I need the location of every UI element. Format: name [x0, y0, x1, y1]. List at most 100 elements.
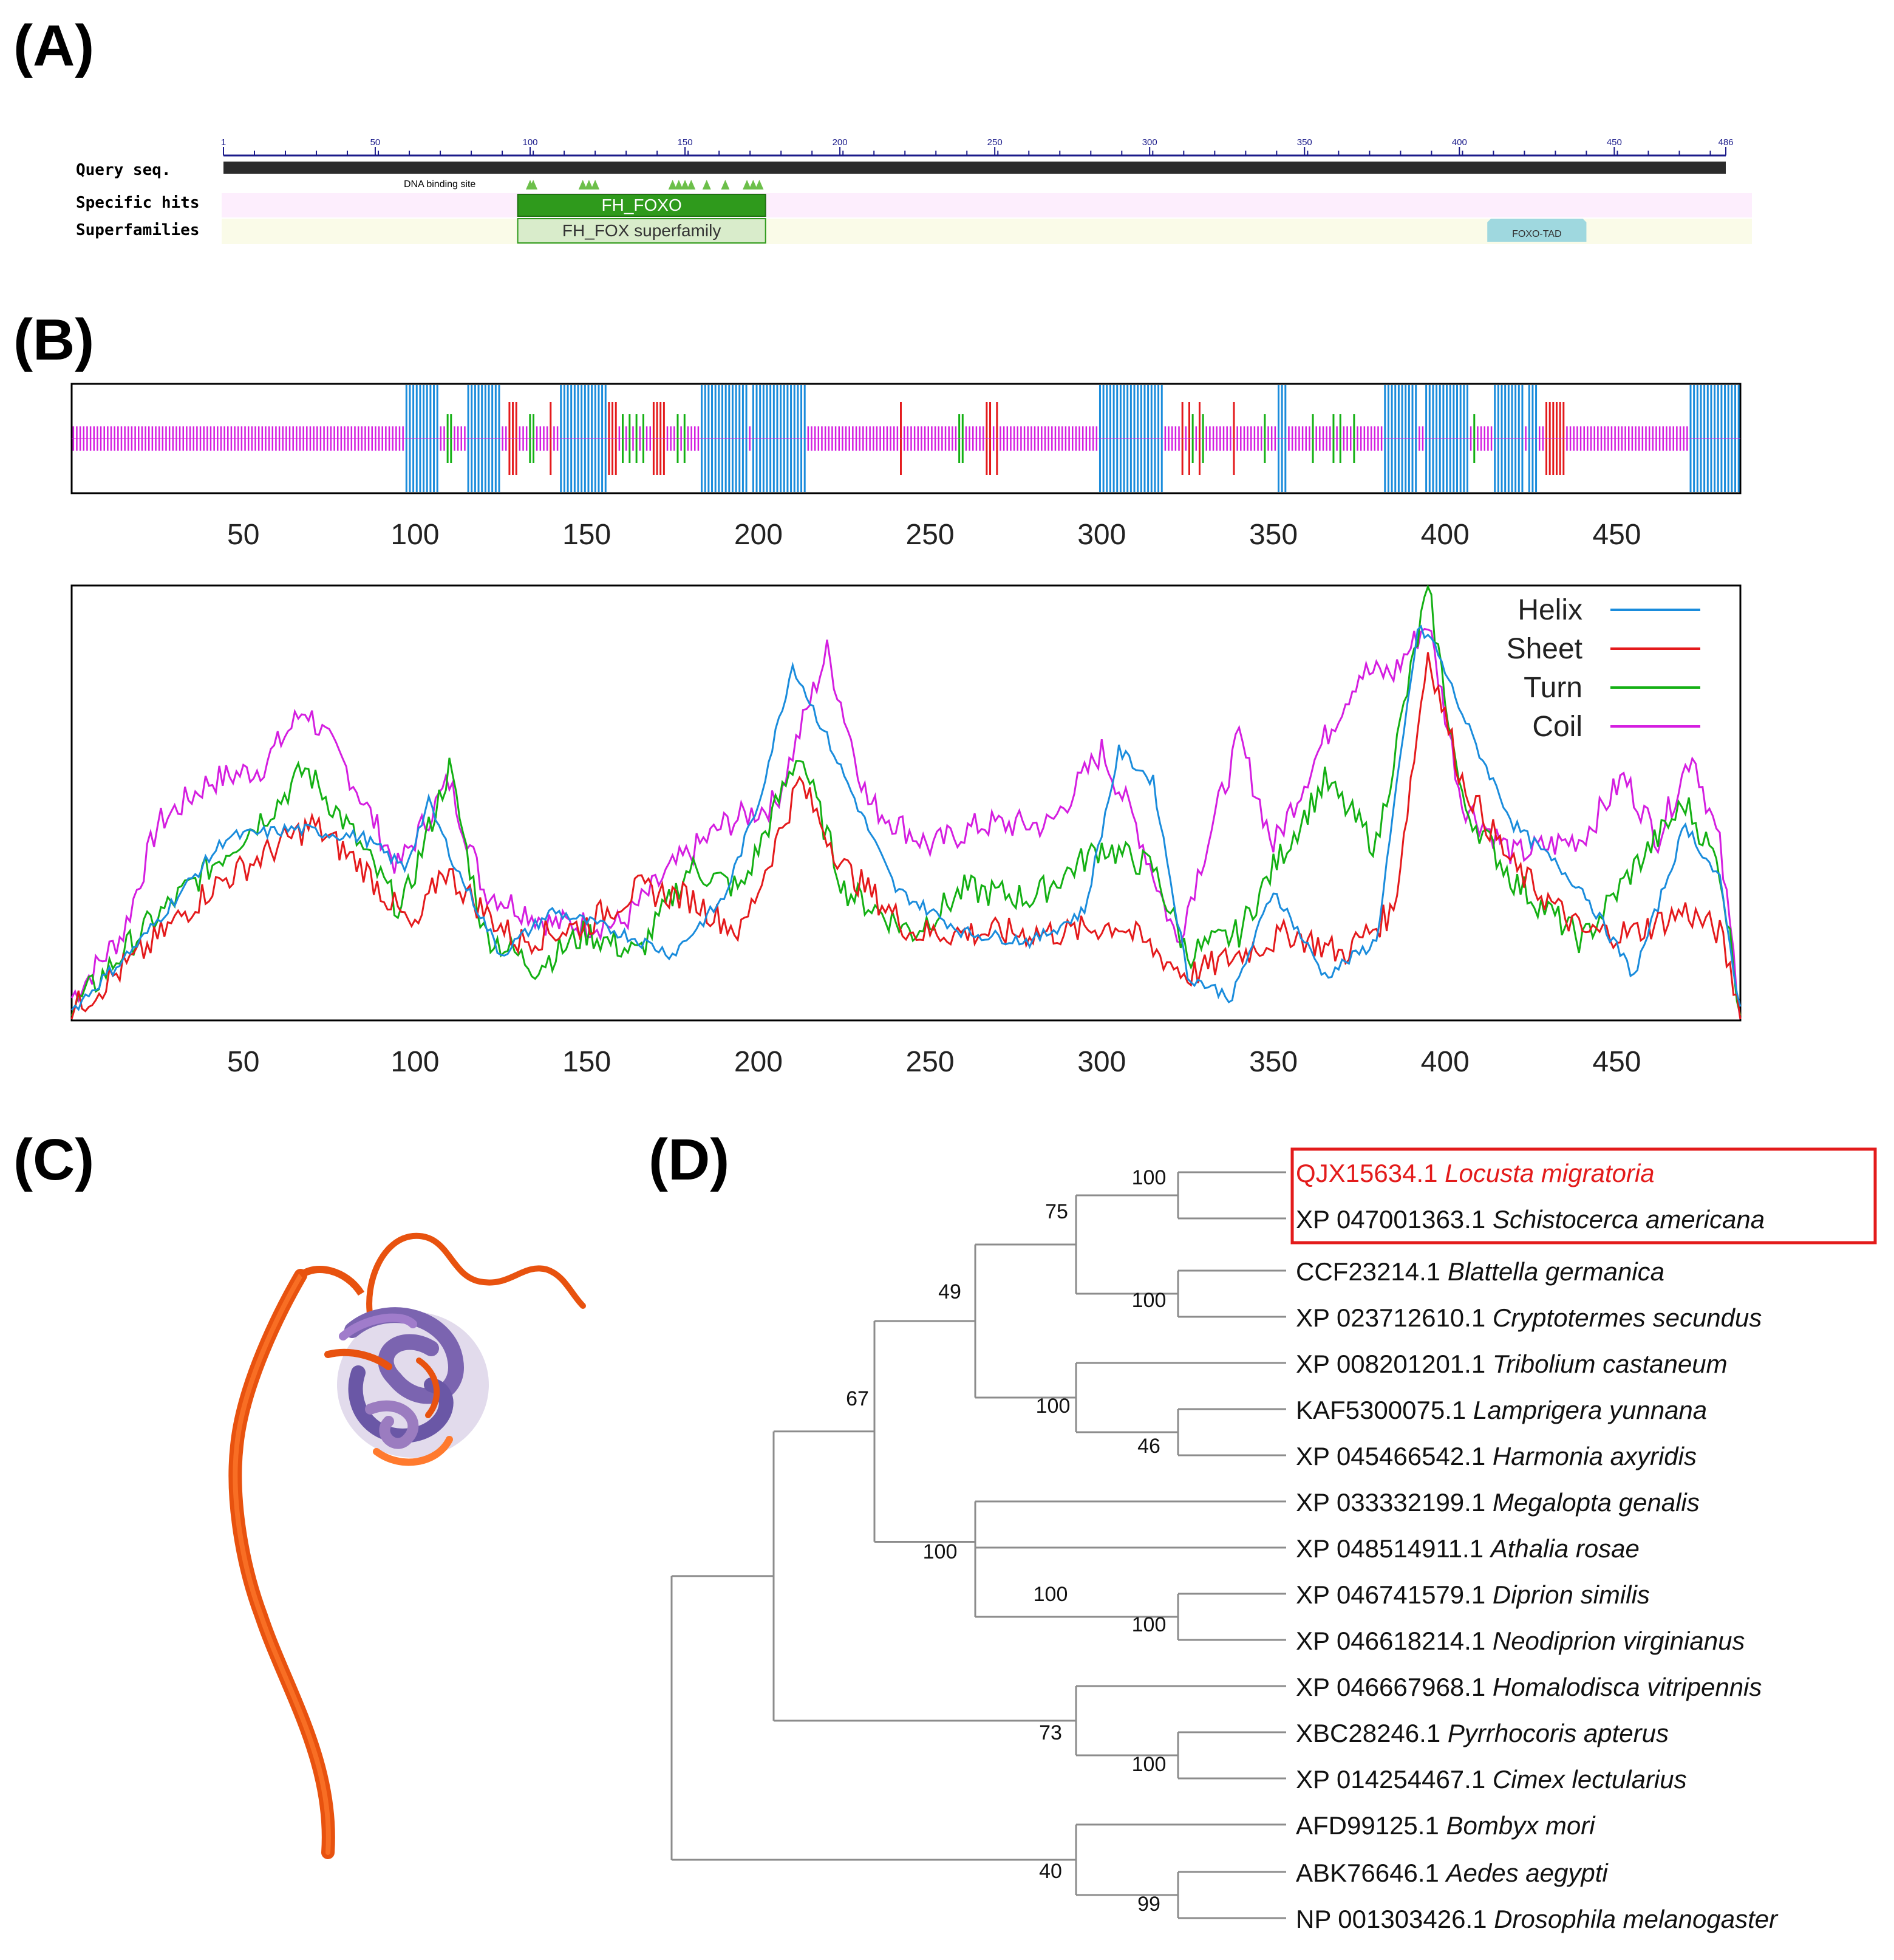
bottom-tick-label: 150	[562, 1046, 611, 1078]
disordered-tail	[228, 1269, 335, 1859]
structure-bars	[72, 385, 1740, 492]
turn-propensity-line	[70, 584, 1742, 1017]
bottom-axis-labels: 50 100 150 200 250 300 350 400 450	[227, 1046, 1641, 1078]
top-axis-labels: 50 100 150 200 250 300 350 400 450	[227, 519, 1641, 551]
taxon-species: Pyrrhocoris apterus	[1448, 1719, 1669, 1747]
taxon-species: Diprion similis	[1493, 1580, 1650, 1609]
ruler-tick-label: 300	[1142, 137, 1157, 148]
binding-site-mark	[681, 180, 690, 190]
taxon-accession: CCF23214.1	[1296, 1257, 1448, 1286]
bootstrap-value: 100	[1036, 1395, 1071, 1418]
taxon-species: Megalopta genalis	[1493, 1488, 1700, 1517]
bottom-tick-label: 350	[1249, 1046, 1298, 1078]
top-tick-label: 300	[1077, 519, 1126, 551]
fh-foxo-domain	[517, 194, 766, 217]
ruler-ticks	[223, 147, 1726, 155]
taxon-accession: XP 048514911.1	[1296, 1534, 1491, 1563]
taxon-label: XP 023712610.1 Cryptotermes secundus	[1296, 1303, 1762, 1332]
foxo-tad-domain	[1487, 219, 1587, 242]
taxon-species: Aedes aegypti	[1445, 1859, 1609, 1887]
ruler-tick-label: 150	[678, 137, 693, 148]
bootstrap-value: 73	[1039, 1721, 1062, 1744]
taxon-label: NP 001303426.1 Drosophila melanogaster	[1296, 1905, 1779, 1933]
panel-label-b: (B)	[13, 307, 95, 372]
propensity-plot-frame	[70, 584, 1742, 1022]
binding-site-mark	[755, 180, 764, 190]
protein-3d-structure	[228, 1232, 586, 1859]
taxon-species: Locusta migratoria	[1445, 1159, 1655, 1187]
ruler-tick-label: 350	[1297, 137, 1312, 148]
bootstrap-value: 100	[1132, 1289, 1167, 1312]
taxon-accession: XP 046667968.1	[1296, 1673, 1493, 1701]
secondary-structure-figure: 50 100 150 200 250 300 350 400 450 50 100 150 200 25…	[70, 383, 1742, 1078]
bootstrap-value: 100	[923, 1540, 958, 1563]
taxon-species: Homalodisca vitripennis	[1493, 1673, 1762, 1701]
top-tick-label: 150	[562, 519, 611, 551]
n-terminal-loop	[366, 1232, 586, 1321]
taxon-label: XP 046741579.1 Diprion similis	[1296, 1580, 1650, 1609]
bottom-tick-label: 400	[1421, 1046, 1470, 1078]
track-label-query: Query seq.	[76, 161, 171, 179]
taxon-label: XP 014254467.1 Cimex lectularius	[1296, 1765, 1687, 1794]
taxon-accession: XP 023712610.1	[1296, 1303, 1493, 1332]
coil-propensity-line	[70, 627, 1742, 1020]
taxon-species: Cryptotermes secundus	[1493, 1303, 1762, 1332]
bootstrap-value: 40	[1039, 1860, 1062, 1883]
bootstrap-value: 99	[1137, 1893, 1160, 1916]
highlight-box	[1290, 1147, 1877, 1245]
ruler-tick-label: 100	[522, 137, 537, 148]
legend-turn-label: Turn	[1524, 672, 1582, 704]
bottom-tick-label: 450	[1592, 1046, 1641, 1078]
legend-sheet-label: Sheet	[1507, 633, 1582, 665]
taxon-label: XP 033332199.1 Megalopta genalis	[1296, 1488, 1700, 1517]
taxon-label: XBC28246.1 Pyrrhocoris apterus	[1296, 1719, 1669, 1747]
taxon-species: Cimex lectularius	[1493, 1765, 1687, 1794]
taxon-label: XP 045466542.1 Harmonia axyridis	[1296, 1442, 1697, 1470]
taxon-accession: ABK76646.1	[1296, 1859, 1446, 1887]
binding-site-mark	[529, 180, 538, 190]
taxon-species: Drosophila melanogaster	[1494, 1905, 1779, 1933]
fh-foxo-label: FH_FOXO	[602, 196, 682, 214]
track-label-superfamily: Superfamilies	[76, 221, 200, 239]
top-tick-label: 250	[906, 519, 955, 551]
bootstrap-value: 67	[846, 1387, 869, 1410]
taxon-species: Blattella germanica	[1448, 1257, 1664, 1286]
binding-site-mark	[674, 180, 683, 190]
legend-helix-label: Helix	[1518, 594, 1582, 626]
ruler-tick-label: 50	[370, 137, 381, 148]
helix-propensity-line	[70, 624, 1742, 1011]
taxon-accession: XP 045466542.1	[1296, 1442, 1493, 1470]
binding-site-mark	[743, 180, 752, 190]
bootstrap-value: 100	[1132, 1166, 1167, 1189]
legend-coil-label: Coil	[1532, 711, 1582, 743]
taxon-label: QJX15634.1 Locusta migratoria	[1296, 1159, 1655, 1187]
bottom-tick-label: 100	[390, 1046, 439, 1078]
beta-strand-1	[324, 1348, 392, 1370]
ruler-tick-label: 400	[1452, 137, 1467, 148]
ruler-tick-label: 200	[833, 137, 848, 148]
binding-site-mark	[687, 180, 696, 190]
specific-hits-track	[222, 193, 1752, 217]
binding-site-mark	[591, 180, 600, 190]
phylogenetic-tree: QJX15634.1 Locusta migratoria XP 04700136…	[670, 1147, 1877, 1933]
ruler-tick-label: 1	[221, 137, 226, 148]
bootstrap-value: 100	[1132, 1613, 1167, 1636]
taxon-accession: AFD99125.1	[1296, 1811, 1446, 1840]
ruler-tick-label: 250	[987, 137, 1003, 148]
taxon-species: Neodiprion virginianus	[1493, 1627, 1745, 1655]
bootstrap-value: 100	[1132, 1753, 1167, 1776]
taxon-accession: XBC28246.1	[1296, 1719, 1448, 1747]
binding-site-mark	[702, 180, 711, 190]
taxon-label: XP 046667968.1 Homalodisca vitripennis	[1296, 1673, 1762, 1701]
top-tick-label: 350	[1249, 519, 1298, 551]
track-label-specific: Specific hits	[76, 194, 200, 212]
taxon-accession: NP 001303426.1	[1296, 1905, 1494, 1933]
taxon-species: Harmonia axyridis	[1493, 1442, 1697, 1470]
panel-label-c: (C)	[13, 1127, 95, 1192]
top-tick-label: 400	[1421, 519, 1470, 551]
tree-branches	[670, 1171, 1286, 1919]
taxon-accession: XP 014254467.1	[1296, 1765, 1493, 1794]
top-tick-label: 200	[734, 519, 783, 551]
foxo-tad-label: FOXO-TAD	[1512, 229, 1561, 239]
bootstrap-value: 49	[938, 1280, 961, 1303]
